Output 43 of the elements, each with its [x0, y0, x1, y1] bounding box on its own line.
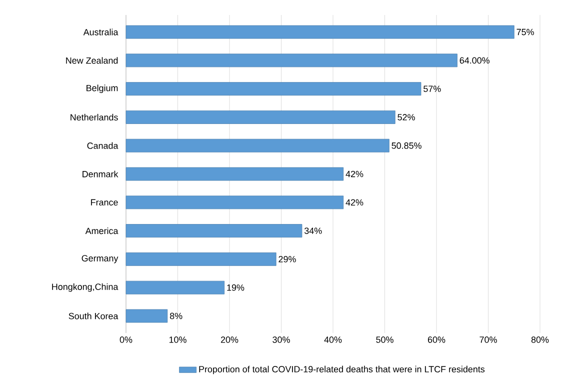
- data-label: 8%: [170, 312, 182, 320]
- y-tick-label: France: [91, 199, 118, 206]
- y-tick-label: America: [85, 227, 118, 234]
- bar: [126, 196, 344, 210]
- y-tick-label: Canada: [87, 142, 118, 149]
- bar: [126, 54, 458, 68]
- bar: [126, 25, 514, 39]
- y-tick-label: Germany: [82, 255, 118, 264]
- bar: [126, 167, 344, 181]
- x-tick-label: 60%: [428, 336, 446, 343]
- x-tick-label: 50%: [376, 336, 394, 343]
- bar: [126, 280, 225, 294]
- data-label: 64.00%: [460, 57, 490, 64]
- y-tick-label: Australia: [83, 28, 118, 36]
- data-label: 29%: [278, 256, 296, 262]
- y-tick-label: Denmark: [82, 170, 118, 178]
- y-tick-label: Hongkong,China: [52, 283, 118, 292]
- data-label: 75%: [516, 28, 534, 36]
- x-tick-label: 30%: [272, 336, 290, 343]
- bar: [126, 138, 390, 152]
- data-label: 42%: [346, 170, 364, 178]
- bar: [126, 309, 168, 323]
- y-tick-label: New Zealand: [66, 57, 118, 64]
- bar: [126, 252, 276, 266]
- bar: [126, 110, 396, 124]
- legend-label: Proportion of total COVID-19-related deaths that were in LTCF residents: [199, 366, 485, 374]
- bar: [126, 82, 422, 96]
- x-tick-label: 10%: [169, 336, 186, 343]
- x-tick-label: 0%: [120, 336, 132, 343]
- y-tick-label: South Korea: [68, 312, 118, 320]
- y-tick-label: Netherlands: [70, 114, 118, 121]
- x-tick-label: 80%: [531, 336, 549, 343]
- data-label: 19%: [227, 284, 244, 291]
- x-tick-label: 40%: [324, 336, 342, 343]
- data-label: 52%: [398, 114, 415, 120]
- x-tick-label: 20%: [220, 336, 238, 343]
- data-label: 50.85%: [392, 142, 422, 149]
- data-label: 42%: [346, 199, 364, 206]
- x-tick-label: 70%: [480, 336, 497, 343]
- data-label: 34%: [304, 228, 322, 234]
- data-label: 57%: [424, 86, 441, 92]
- bar: [126, 224, 302, 238]
- y-tick-label: Belgium: [86, 84, 118, 93]
